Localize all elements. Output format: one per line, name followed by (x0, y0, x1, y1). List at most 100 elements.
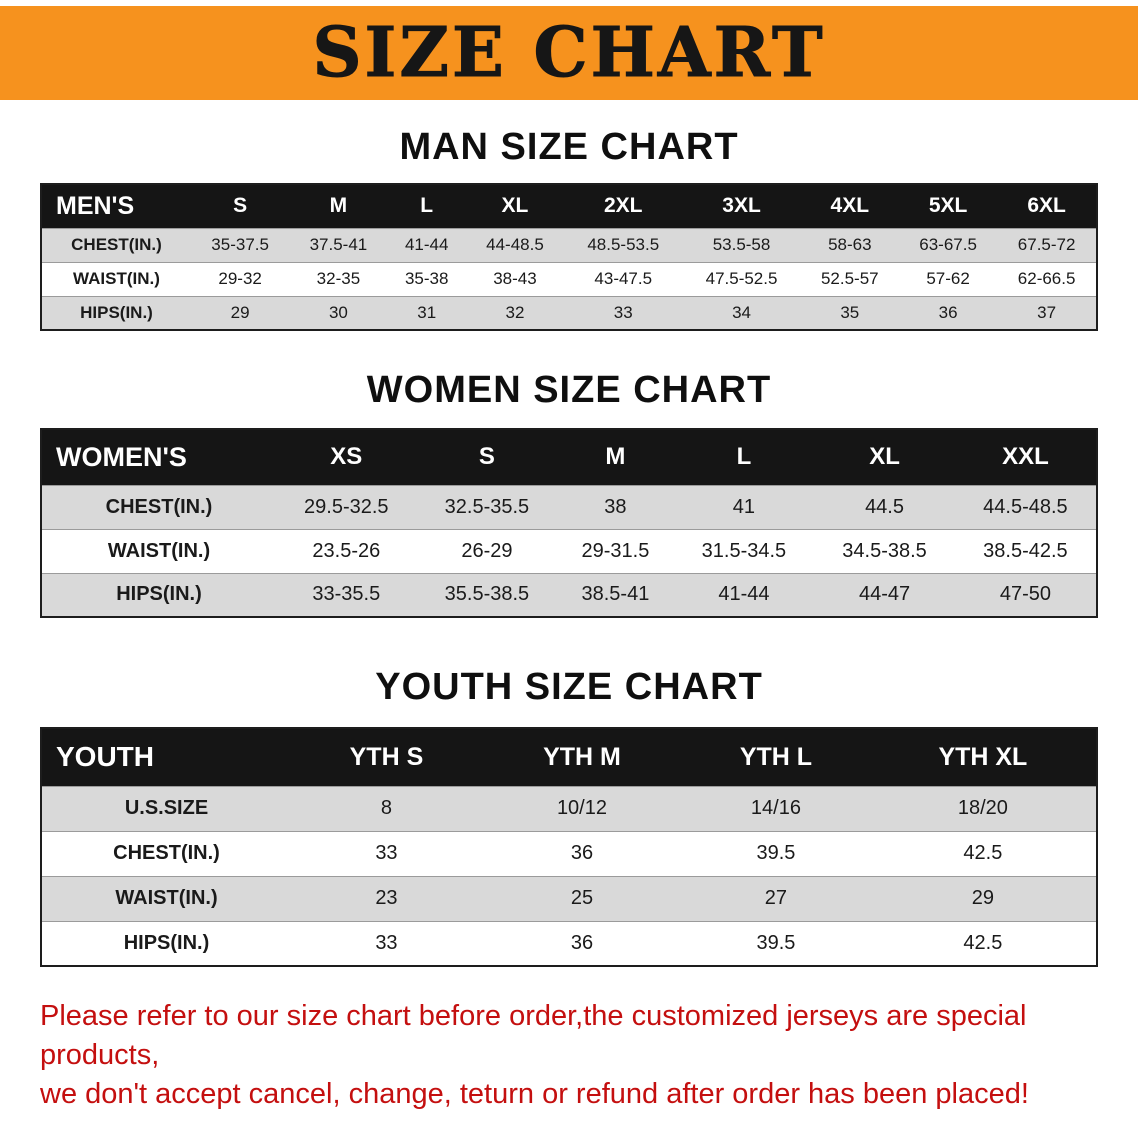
table-cell: 38.5-41 (557, 572, 674, 618)
table-cell: 42.5 (869, 830, 1097, 877)
footer-line-1: Please refer to our size chart before or… (40, 1000, 1027, 1072)
table-cell: 33 (291, 830, 482, 877)
table-cell: 33 (564, 295, 683, 331)
table-cell: 33 (291, 920, 482, 967)
table-cell: 31 (387, 295, 466, 331)
table-row: HIPS(IN.) 33 36 39.5 42.5 (41, 920, 1097, 967)
table-cell: 23 (291, 875, 482, 922)
table-cell: 29 (869, 875, 1097, 922)
table-row: HIPS(IN.) 33-35.5 35.5-38.5 38.5-41 41-44 44-… (41, 572, 1097, 618)
table-cell: 42.5 (869, 920, 1097, 967)
table-cell: 25 (481, 875, 683, 922)
size-table: MEN'S S M L XL 2XL 3XL 4XL 5XL 6XL CHEST(IN.) 35-37… (40, 183, 1098, 331)
table-cell: 44.5-48.5 (954, 484, 1097, 530)
row-label: HIPS(IN.) (41, 572, 276, 618)
table-cell: 34.5-38.5 (814, 528, 955, 574)
column-header: L (387, 184, 466, 228)
table-row: CHEST(IN.) 35-37.5 37.5-41 41-44 44-48.5 48.5… (41, 227, 1097, 263)
table-cell: 47.5-52.5 (682, 261, 801, 297)
table-title-cell: WOMEN'S (41, 429, 276, 485)
row-label: WAIST(IN.) (41, 528, 276, 574)
table-title-cell: YOUTH (41, 728, 291, 786)
row-label: HIPS(IN.) (41, 920, 291, 967)
table-cell: 26-29 (416, 528, 558, 574)
column-header: L (673, 429, 815, 485)
table-cell: 35-38 (387, 261, 466, 297)
table-cell: 41-44 (673, 572, 815, 618)
column-header: S (416, 429, 558, 485)
column-header: XL (814, 429, 955, 485)
column-header: YTH S (291, 728, 482, 786)
table-row: CHEST(IN.) 33 36 39.5 42.5 (41, 830, 1097, 877)
table-cell: 44-47 (814, 572, 955, 618)
column-header: XS (276, 429, 417, 485)
table-cell: 35.5-38.5 (416, 572, 558, 618)
table-row: WAIST(IN.) 23.5-26 26-29 29-31.5 31.5-34.5 34… (41, 528, 1097, 574)
women-size-table: WOMEN'S XS S M L XL XXL CHEST(IN.) 29.5-32.5 32.5… (40, 428, 1098, 618)
row-label: HIPS(IN.) (41, 295, 191, 331)
row-label: CHEST(IN.) (41, 227, 191, 263)
table-cell: 53.5-58 (682, 227, 801, 263)
table-title-cell: MEN'S (41, 184, 191, 228)
table-row: CHEST(IN.) 29.5-32.5 32.5-35.5 38 41 44.5 44.5… (41, 484, 1097, 530)
footer-line-2: we don't accept cancel, change, teturn o… (40, 1078, 1029, 1111)
column-header: YTH M (481, 728, 683, 786)
table-cell: 35-37.5 (191, 227, 290, 263)
table-cell: 23.5-26 (276, 528, 417, 574)
table-cell: 63-67.5 (898, 227, 998, 263)
table-cell: 32 (465, 295, 565, 331)
row-label: WAIST(IN.) (41, 261, 191, 297)
column-header: YTH XL (869, 728, 1097, 786)
size-table: WOMEN'S XS S M L XL XXL CHEST(IN.) 29.5-32.5 32.5… (40, 428, 1098, 618)
table-cell: 36 (898, 295, 998, 331)
table-cell: 33-35.5 (276, 572, 417, 618)
table-cell: 32-35 (289, 261, 388, 297)
table-cell: 29-32 (191, 261, 290, 297)
column-header: M (289, 184, 388, 228)
table-cell: 32.5-35.5 (416, 484, 558, 530)
men-section-title: MAN SIZE CHART (399, 126, 739, 168)
table-cell: 29-31.5 (557, 528, 674, 574)
row-label: CHEST(IN.) (41, 484, 276, 530)
column-header: M (557, 429, 674, 485)
table-row: WAIST(IN.) 23 25 27 29 (41, 875, 1097, 922)
row-label: WAIST(IN.) (41, 875, 291, 922)
table-cell: 37 (997, 295, 1097, 331)
men-size-table: MEN'S S M L XL 2XL 3XL 4XL 5XL 6XL CHEST(IN.) 35-37… (40, 183, 1098, 331)
men-size-section: MAN SIZE CHART MEN'S S M L XL 2XL 3XL 4XL 5XL 6XL… (0, 126, 1138, 331)
table-cell: 41-44 (387, 227, 466, 263)
table-cell: 29 (191, 295, 290, 331)
column-header: XL (465, 184, 565, 228)
table-cell: 36 (481, 830, 683, 877)
table-cell: 62-66.5 (997, 261, 1097, 297)
table-row: WAIST(IN.) 29-32 32-35 35-38 38-43 43-47.5 47.… (41, 261, 1097, 297)
table-row: HIPS(IN.) 29 30 31 32 33 34 35 36 37 (41, 295, 1097, 331)
table-cell: 43-47.5 (564, 261, 683, 297)
banner: SIZE CHART (0, 6, 1138, 100)
size-table: YOUTH YTH S YTH M YTH L YTH XL U.S.SIZE 8 10/12… (40, 727, 1098, 967)
table-cell: 67.5-72 (997, 227, 1097, 263)
column-header: 5XL (898, 184, 998, 228)
column-header: YTH L (682, 728, 870, 786)
table-cell: 35 (800, 295, 899, 331)
header-row: YOUTH YTH S YTH M YTH L YTH XL (41, 728, 1097, 786)
table-cell: 44.5 (814, 484, 955, 530)
table-cell: 39.5 (682, 830, 870, 877)
header-row: MEN'S S M L XL 2XL 3XL 4XL 5XL 6XL (41, 184, 1097, 228)
youth-size-table: YOUTH YTH S YTH M YTH L YTH XL U.S.SIZE 8 10/12… (40, 727, 1098, 967)
table-cell: 41 (673, 484, 815, 530)
table-cell: 38 (557, 484, 674, 530)
table-cell: 10/12 (481, 785, 683, 832)
header-row: WOMEN'S XS S M L XL XXL (41, 429, 1097, 485)
table-cell: 37.5-41 (289, 227, 388, 263)
column-header: 6XL (997, 184, 1097, 228)
table-cell: 39.5 (682, 920, 870, 967)
table-cell: 18/20 (869, 785, 1097, 832)
table-cell: 30 (289, 295, 388, 331)
table-cell: 58-63 (800, 227, 899, 263)
row-label: CHEST(IN.) (41, 830, 291, 877)
table-cell: 36 (481, 920, 683, 967)
table-cell: 38.5-42.5 (954, 528, 1097, 574)
table-cell: 29.5-32.5 (276, 484, 417, 530)
